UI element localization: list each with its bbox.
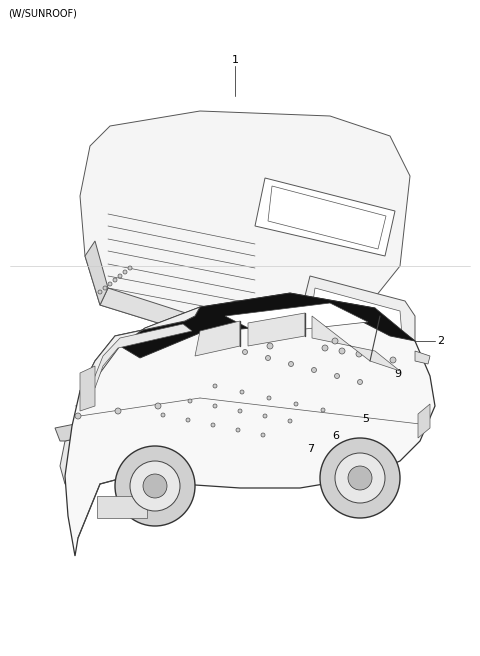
Polygon shape: [248, 313, 305, 346]
Circle shape: [118, 274, 122, 278]
Circle shape: [103, 286, 107, 290]
Circle shape: [115, 446, 195, 526]
Circle shape: [288, 361, 293, 367]
Circle shape: [155, 403, 161, 409]
Polygon shape: [305, 276, 415, 386]
Circle shape: [238, 409, 242, 413]
Polygon shape: [415, 351, 430, 364]
Circle shape: [113, 278, 117, 282]
Circle shape: [75, 413, 81, 419]
Polygon shape: [255, 178, 395, 256]
Circle shape: [236, 428, 240, 432]
Text: (W/SUNROOF): (W/SUNROOF): [8, 8, 77, 18]
Circle shape: [161, 413, 165, 417]
Circle shape: [98, 290, 102, 294]
Circle shape: [267, 396, 271, 400]
Polygon shape: [312, 288, 403, 368]
Polygon shape: [200, 376, 353, 423]
Circle shape: [123, 270, 127, 274]
Circle shape: [143, 474, 167, 498]
Text: 9: 9: [395, 369, 402, 379]
Circle shape: [211, 423, 215, 427]
Circle shape: [128, 266, 132, 270]
Circle shape: [390, 357, 396, 363]
Polygon shape: [268, 186, 386, 249]
Circle shape: [335, 453, 385, 503]
Text: 2: 2: [437, 336, 444, 346]
Polygon shape: [80, 366, 95, 411]
Circle shape: [213, 384, 217, 388]
Polygon shape: [85, 241, 108, 305]
Circle shape: [373, 354, 379, 360]
Polygon shape: [93, 324, 192, 388]
Circle shape: [332, 338, 338, 344]
Polygon shape: [65, 301, 435, 556]
Circle shape: [188, 399, 192, 403]
Bar: [97, 496, 147, 518]
Polygon shape: [60, 411, 213, 484]
Circle shape: [288, 419, 292, 423]
Text: 6: 6: [333, 431, 339, 441]
Circle shape: [339, 348, 345, 354]
Polygon shape: [312, 316, 400, 371]
Circle shape: [356, 351, 362, 357]
Circle shape: [294, 402, 298, 406]
Circle shape: [263, 414, 267, 418]
Circle shape: [321, 408, 325, 412]
Polygon shape: [55, 398, 210, 441]
Circle shape: [242, 350, 248, 354]
Circle shape: [213, 404, 217, 408]
Polygon shape: [120, 293, 415, 358]
Circle shape: [348, 466, 372, 490]
Circle shape: [335, 373, 339, 379]
Polygon shape: [195, 293, 380, 316]
Circle shape: [267, 343, 273, 349]
Polygon shape: [195, 321, 240, 356]
Polygon shape: [418, 404, 430, 438]
Circle shape: [322, 345, 328, 351]
Polygon shape: [100, 288, 360, 336]
Circle shape: [320, 438, 400, 518]
Circle shape: [130, 461, 180, 511]
Polygon shape: [225, 303, 368, 334]
Polygon shape: [80, 307, 200, 401]
Circle shape: [312, 367, 316, 373]
Text: 5: 5: [362, 414, 370, 424]
Polygon shape: [80, 111, 410, 336]
Circle shape: [186, 418, 190, 422]
Polygon shape: [228, 326, 383, 398]
Polygon shape: [175, 392, 323, 438]
Circle shape: [240, 390, 244, 394]
Circle shape: [115, 408, 121, 414]
Circle shape: [265, 356, 271, 361]
Text: 7: 7: [307, 444, 314, 454]
Text: 1: 1: [231, 55, 239, 65]
Circle shape: [261, 433, 265, 437]
Circle shape: [358, 380, 362, 384]
Text: 8: 8: [167, 458, 174, 468]
Polygon shape: [150, 406, 298, 452]
Circle shape: [108, 282, 112, 286]
